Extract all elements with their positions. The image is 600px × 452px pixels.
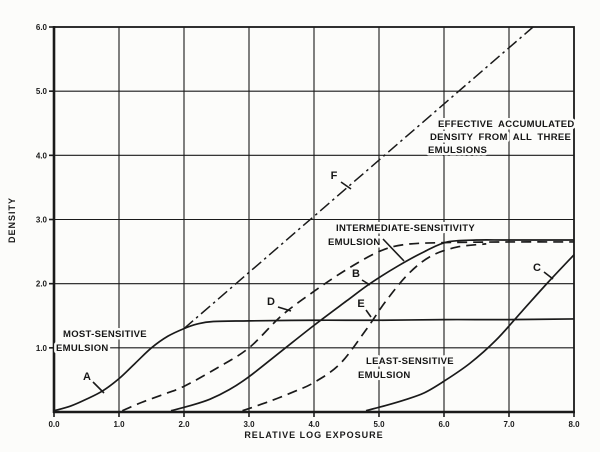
curve-D (121, 241, 575, 412)
x-tick-label: 2.0 (178, 420, 190, 429)
y-tick-label: 4.0 (36, 151, 48, 160)
x-tick-label: 6.0 (438, 420, 450, 429)
x-tick-label: 5.0 (373, 420, 385, 429)
effective-accumulated-label: DENSITY FROM ALL THREE (430, 132, 571, 143)
y-axis-title: DENSITY (7, 197, 17, 243)
x-tick-label: 8.0 (568, 420, 580, 429)
curve-letter-F: F (331, 170, 338, 182)
curve-letter-F-pointer-line (340, 181, 352, 190)
curve-letter-D-pointer-line (277, 306, 292, 312)
least-sensitive-label: LEAST-SENSITIVE (366, 356, 454, 367)
curve-E (242, 243, 487, 412)
most-sensitive-label: MOST-SENSITIVE (63, 329, 147, 340)
curve-C (365, 254, 575, 412)
y-tick-label: 3.0 (36, 216, 48, 225)
curve-letter-A-pointer-line (92, 381, 105, 394)
effective-accumulated-label: EMULSIONS (428, 145, 487, 156)
x-tick-label: 3.0 (243, 420, 255, 429)
effective-accumulated-label: EFFECTIVE ACCUMULATED (438, 119, 575, 130)
x-tick-label: 7.0 (503, 420, 515, 429)
y-tick-label: 2.0 (36, 280, 48, 289)
grid-layer (49, 26, 575, 417)
curve-letter-C-pointer-line (543, 271, 554, 280)
x-tick-label: 1.0 (113, 420, 125, 429)
curve-F (183, 26, 534, 330)
least-sensitive-label: EMULSION (358, 370, 411, 381)
intermediate-sensitivity-label: EMULSION (328, 237, 381, 248)
intermediate-sensitivity-label: INTERMEDIATE-SENSITIVITY (336, 223, 475, 234)
curve-A (53, 318, 575, 412)
y-tick-label: 6.0 (36, 23, 48, 32)
x-tick-label: 4.0 (308, 420, 320, 429)
curve-B (170, 239, 574, 412)
curve-letter-E: E (357, 298, 364, 310)
curve-letter-A: A (83, 371, 91, 383)
y-tick-label: 5.0 (36, 87, 48, 96)
curve-letter-B-pointer-line (361, 279, 371, 286)
x-axis-title: RELATIVE LOG EXPOSURE (244, 430, 383, 440)
curve-layer (53, 26, 575, 412)
intermediate-sensitivity-label-pointer-line (382, 238, 405, 262)
x-tick-label: 0.0 (48, 420, 60, 429)
curve-letter-E-pointer-line (365, 309, 372, 318)
curve-letter-C: C (533, 262, 541, 274)
curve-letter-B: B (352, 268, 360, 280)
curve-letter-D: D (267, 296, 275, 308)
y-tick-label: 1.0 (36, 344, 48, 353)
most-sensitive-label: EMULSION (56, 343, 109, 354)
label-layer: 0.0 1.0 2.0 3.0 4.0 5.0 6.0 7.0 8.0 1.0 2.0 3.0 4.0 5… (36, 23, 580, 429)
